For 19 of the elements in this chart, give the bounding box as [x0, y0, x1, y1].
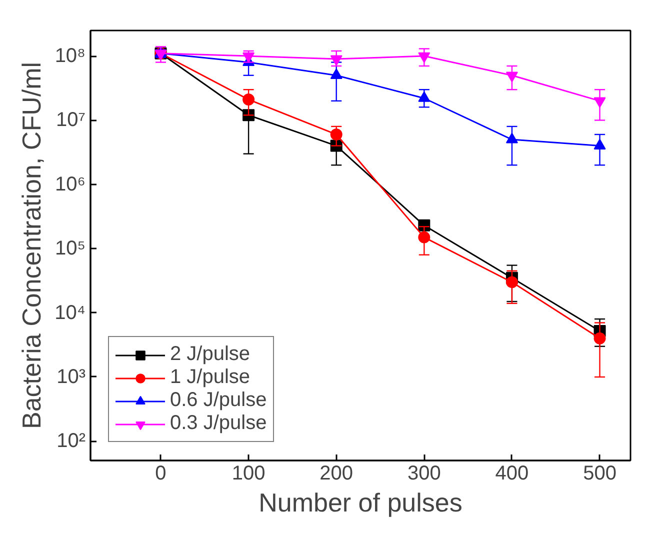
x-tick-label: 200 [320, 462, 354, 484]
y-tick-label: 10⁵ [54, 238, 86, 260]
legend-label: 0.6 J/pulse [170, 389, 267, 412]
x-axis-title: Number of pulses [258, 488, 462, 518]
x-tick-label: 400 [495, 462, 529, 484]
legend-label: 1 J/pulse [170, 366, 250, 389]
y-tick-label: 10⁷ [56, 109, 86, 132]
x-tick-label: 500 [583, 462, 616, 484]
y-tick-label: 10⁸ [54, 45, 86, 68]
y-tick-label: 10⁴ [54, 302, 86, 324]
y-tick-label: 10² [56, 430, 86, 452]
legend-label: 2 J/pulse [170, 343, 250, 366]
y-tick-label: 10⁶ [55, 173, 86, 196]
x-tick-label: 100 [232, 462, 266, 484]
y-axis-title: Bacteria Concentration, CFU/ml [16, 62, 47, 430]
x-tick-label: 0 [155, 462, 166, 484]
y-tick-label: 10³ [56, 366, 86, 388]
legend-label: 0.3 J/pulse [170, 412, 267, 435]
x-tick-label: 300 [407, 462, 441, 484]
